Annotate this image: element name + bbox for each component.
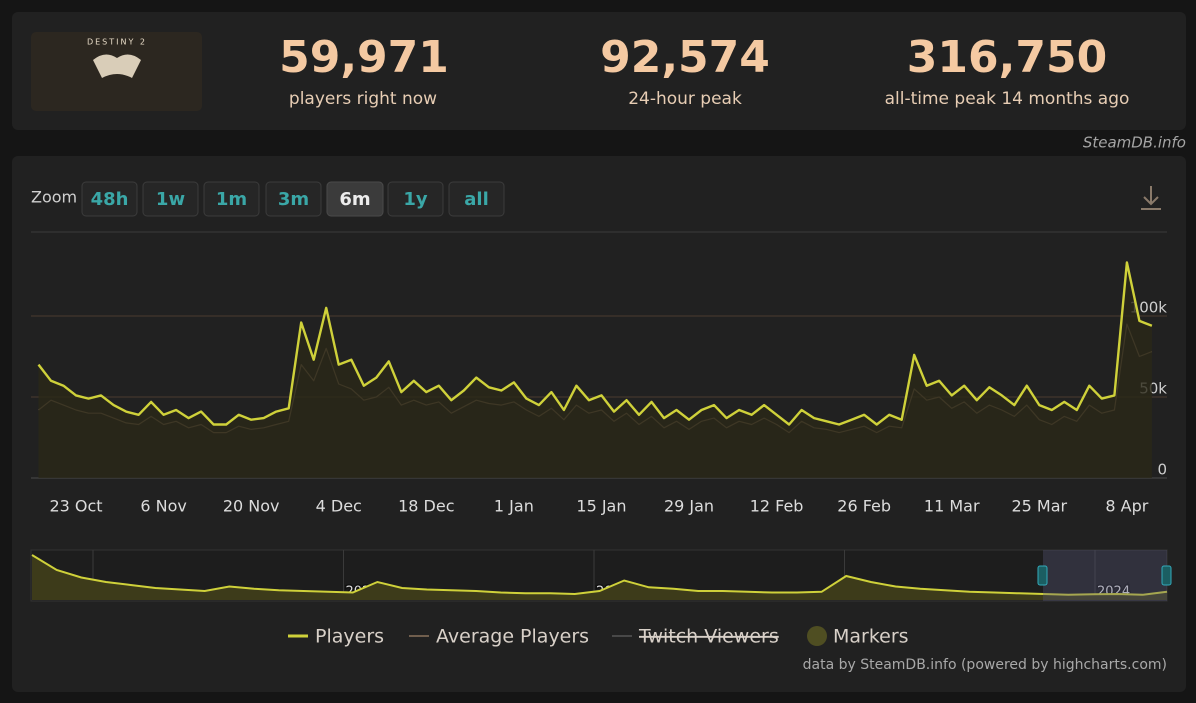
legend-item[interactable]: Players — [288, 626, 384, 648]
stat-value: 92,574 — [600, 32, 770, 83]
zoom-button[interactable]: 1y — [387, 181, 444, 217]
zoom-button[interactable]: 1m — [203, 181, 260, 217]
button-bg — [448, 181, 505, 217]
button-bg — [265, 181, 322, 217]
logo-emblem — [93, 54, 141, 78]
y-tick-label: 0 — [1157, 461, 1167, 479]
navigator-line — [31, 554, 1168, 596]
button-bg — [203, 181, 260, 217]
zoom-button[interactable]: all — [448, 181, 505, 217]
x-tick-label: 18 Dec — [398, 497, 454, 516]
zoom-button[interactable]: 3m — [265, 181, 322, 217]
zoom-button[interactable]: 6m — [326, 181, 384, 217]
x-tick-label: 4 Dec — [316, 497, 362, 516]
button-bg — [387, 181, 444, 217]
legend-label: Players — [315, 626, 384, 648]
stat-label: all-time peak 14 months ago — [885, 89, 1130, 109]
zoom-button[interactable]: 1w — [142, 181, 199, 217]
x-tick-label: 23 Oct — [49, 497, 102, 516]
button-label: 1w — [156, 189, 185, 210]
stats-card — [12, 12, 1186, 130]
x-tick-label: 8 Apr — [1105, 497, 1148, 516]
legend-label: Average Players — [436, 626, 589, 648]
stat-value: 59,971 — [279, 32, 449, 83]
legend-item[interactable]: Twitch Viewers — [612, 626, 779, 648]
x-tick-label: 12 Feb — [750, 497, 804, 516]
button-bg — [142, 181, 199, 217]
x-tick-label: 20 Nov — [223, 497, 280, 516]
stat-label: 24-hour peak — [628, 89, 742, 109]
button-label: 6m — [339, 189, 370, 210]
credit: data by SteamDB.info (powered by highcha… — [803, 657, 1167, 673]
x-tick-label: 11 Mar — [924, 497, 980, 516]
button-bg — [326, 181, 384, 217]
legend-item[interactable]: Average Players — [409, 626, 589, 648]
legend-symbol — [807, 626, 827, 646]
legend-item[interactable]: Markers — [807, 626, 909, 648]
navigator-selection[interactable] — [1043, 550, 1167, 601]
logo-text: DESTINY 2 — [87, 38, 147, 47]
zoom-label: Zoom — [31, 188, 77, 207]
source: SteamDB.info — [1083, 134, 1186, 152]
navigator-area — [32, 555, 1167, 600]
x-tick-label: 26 Feb — [837, 497, 891, 516]
navigator-handle[interactable] — [1161, 565, 1172, 586]
navigator-handle[interactable] — [1037, 565, 1048, 586]
legend-label: Twitch Viewers — [638, 626, 779, 648]
x-tick-label: 25 Mar — [1011, 497, 1067, 516]
legend-label: Markers — [833, 626, 909, 648]
x-tick-label: 15 Jan — [576, 497, 626, 516]
x-tick-label: 6 Nov — [140, 497, 187, 516]
download-icon[interactable] — [1141, 186, 1161, 210]
button-label: 48h — [91, 189, 129, 210]
stat-value: 316,750 — [907, 32, 1107, 83]
players-area — [38, 262, 1152, 478]
zoom-button[interactable]: 48h — [81, 181, 138, 217]
button-label: 1y — [403, 189, 428, 210]
x-tick-label: 29 Jan — [664, 497, 714, 516]
y-tick-label: 100k — [1130, 299, 1168, 317]
x-tick-label: 1 Jan — [494, 497, 534, 516]
download-glyph — [1141, 186, 1161, 210]
legend: Players Average Players Twitch Viewers Mark… — [288, 626, 909, 648]
button-label: all — [464, 189, 489, 210]
navigator-series: 20202021202220232024 — [31, 550, 1168, 601]
button-label: 1m — [216, 189, 247, 210]
button-bg — [81, 181, 138, 217]
stat-label: players right now — [289, 89, 437, 109]
series-line — [37, 261, 1153, 426]
button-label: 3m — [278, 189, 309, 210]
zoom-buttons: 48h 1w 1m 3m 6m 1y all — [81, 181, 505, 217]
